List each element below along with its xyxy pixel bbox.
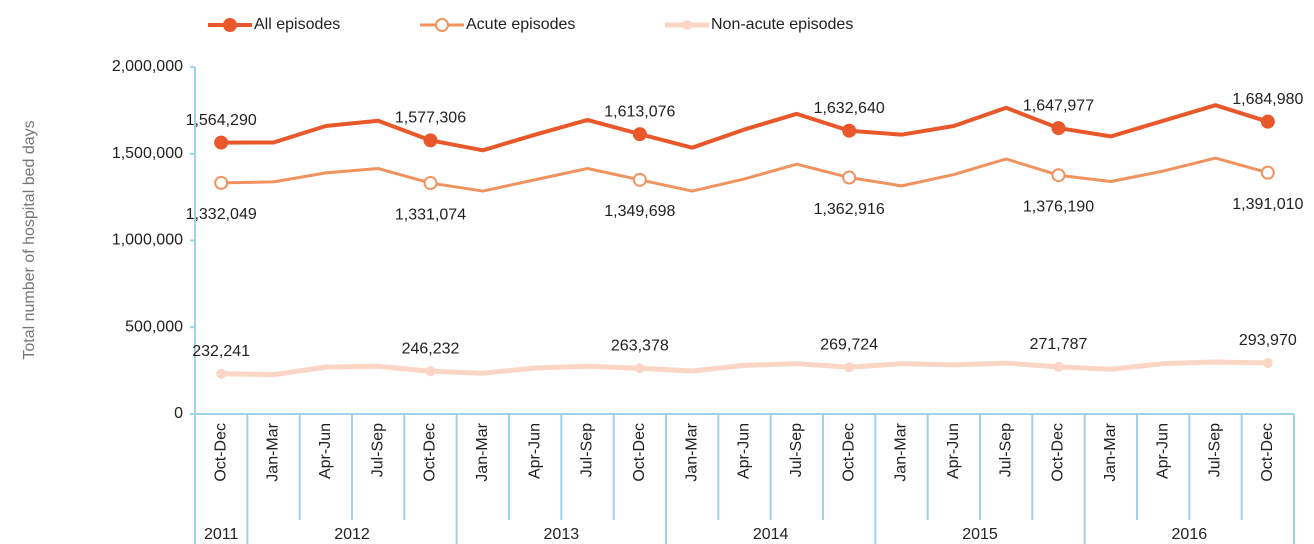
marker bbox=[634, 363, 645, 374]
legend-marker bbox=[223, 18, 237, 32]
x-tick-label: Jan-Mar bbox=[1102, 422, 1119, 481]
x-tick-label: Jul-Sep bbox=[1207, 423, 1224, 477]
x-tick-label: Oct-Dec bbox=[1259, 423, 1276, 482]
x-tick-label: Apr-Jun bbox=[945, 423, 962, 479]
data-label: 1,632,640 bbox=[814, 100, 885, 117]
y-tick-label: 0 bbox=[174, 405, 183, 422]
marker bbox=[423, 133, 438, 148]
marker bbox=[1262, 357, 1273, 368]
x-tick-label: Jul-Sep bbox=[997, 423, 1014, 477]
data-label: 269,724 bbox=[820, 336, 878, 353]
data-label: 1,564,290 bbox=[186, 112, 257, 129]
marker bbox=[1053, 361, 1064, 372]
group-label: 2011 bbox=[204, 526, 239, 543]
group-label: 2014 bbox=[753, 526, 789, 543]
x-tick-label: Jul-Sep bbox=[579, 423, 596, 477]
data-label: 1,391,010 bbox=[1232, 196, 1303, 213]
legend-marker bbox=[682, 20, 692, 30]
x-tick-label: Apr-Jun bbox=[526, 423, 543, 479]
x-tick-label: Jan-Mar bbox=[893, 422, 910, 481]
data-label: 293,970 bbox=[1239, 332, 1297, 349]
y-axis-label: Total number of hospital bed days bbox=[21, 120, 38, 359]
x-tick-label: Jan-Mar bbox=[474, 422, 491, 481]
marker bbox=[1051, 121, 1066, 136]
legend-label: Non-acute episodes bbox=[711, 16, 853, 33]
group-label: 2015 bbox=[962, 526, 998, 543]
marker bbox=[1051, 168, 1066, 183]
legend-label: Acute episodes bbox=[466, 16, 575, 33]
y-tick-label: 500,000 bbox=[125, 318, 183, 335]
marker bbox=[632, 172, 647, 187]
y-tick-label: 1,000,000 bbox=[112, 232, 183, 249]
marker bbox=[423, 176, 438, 191]
x-tick-label: Oct-Dec bbox=[1050, 423, 1067, 482]
group-label: 2013 bbox=[544, 526, 580, 543]
y-tick-label: 1,500,000 bbox=[112, 145, 183, 162]
data-label: 1,376,190 bbox=[1023, 198, 1094, 215]
x-tick-label: Apr-Jun bbox=[736, 423, 753, 479]
marker bbox=[425, 366, 436, 377]
data-label: 246,232 bbox=[402, 340, 460, 357]
data-label: 1,331,074 bbox=[395, 206, 466, 223]
marker bbox=[842, 170, 857, 185]
marker bbox=[214, 175, 229, 190]
x-tick-label: Oct-Dec bbox=[840, 423, 857, 482]
x-tick-label: Apr-Jun bbox=[1154, 423, 1171, 479]
marker bbox=[842, 123, 857, 138]
data-label: 1,684,980 bbox=[1232, 91, 1303, 108]
series-line bbox=[221, 156, 1269, 193]
legend-marker bbox=[435, 18, 449, 32]
marker bbox=[632, 127, 647, 142]
data-label: 1,349,698 bbox=[604, 203, 675, 220]
legend-label: All episodes bbox=[254, 16, 340, 33]
series-line bbox=[221, 103, 1269, 153]
data-label: 1,613,076 bbox=[604, 103, 675, 120]
group-label: 2012 bbox=[334, 526, 370, 543]
x-tick-label: Oct-Dec bbox=[631, 423, 648, 482]
x-tick-label: Jan-Mar bbox=[683, 422, 700, 481]
data-label: 271,787 bbox=[1030, 336, 1088, 353]
data-label: 1,647,977 bbox=[1023, 97, 1094, 114]
data-label: 263,378 bbox=[611, 338, 669, 355]
x-tick-label: Jul-Sep bbox=[788, 423, 805, 477]
data-label: 232,241 bbox=[192, 343, 250, 360]
marker bbox=[844, 362, 855, 373]
data-label: 1,362,916 bbox=[814, 201, 885, 218]
x-tick-label: Apr-Jun bbox=[317, 423, 334, 479]
marker bbox=[1260, 114, 1275, 129]
x-tick-label: Jan-Mar bbox=[265, 422, 282, 481]
marker bbox=[1260, 165, 1275, 180]
data-label: 1,577,306 bbox=[395, 110, 466, 127]
marker bbox=[216, 368, 227, 379]
data-label: 1,332,049 bbox=[186, 206, 257, 223]
x-tick-label: Oct-Dec bbox=[422, 423, 439, 482]
marker bbox=[214, 135, 229, 150]
series-line bbox=[221, 359, 1268, 378]
group-label: 2016 bbox=[1172, 526, 1208, 543]
y-tick-label: 2,000,000 bbox=[112, 58, 183, 75]
x-tick-label: Jul-Sep bbox=[369, 423, 386, 477]
x-tick-label: Oct-Dec bbox=[212, 423, 229, 482]
